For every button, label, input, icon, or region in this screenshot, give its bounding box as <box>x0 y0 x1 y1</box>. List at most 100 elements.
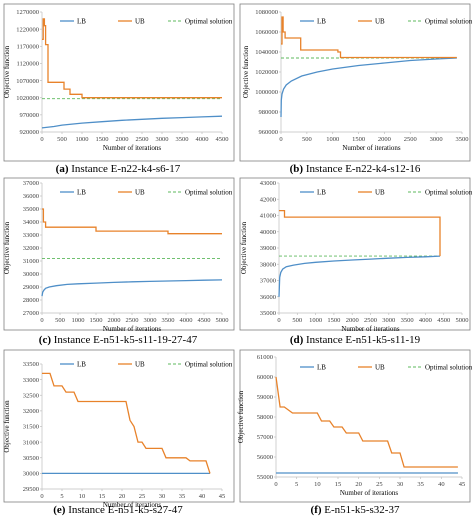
y-tick-label: 57000 <box>257 434 273 441</box>
y-tick-label: 1040000 <box>255 49 278 56</box>
y-tick-label: 61000 <box>257 354 273 361</box>
legend: LB UB Optimal solution <box>300 18 473 26</box>
x-tick-label: 0 <box>277 317 280 324</box>
x-tick-label: 1000 <box>309 317 322 324</box>
x-tick-label: 45 <box>459 481 466 488</box>
x-tick-label: 0 <box>40 317 43 324</box>
panel-frame <box>239 177 471 331</box>
legend-label-opt: Optimal solution <box>425 189 473 197</box>
y-tick-label: 37000 <box>260 278 276 285</box>
y-tick-label: 36000 <box>260 294 276 301</box>
x-axis-label: Number of iterations <box>341 325 400 333</box>
panel-caption-text: Instance E-n51-k5-s27-47 <box>65 504 183 516</box>
legend-label-lb: LB <box>317 189 326 197</box>
x-tick-label: 35 <box>179 493 186 500</box>
y-tick-label: 30500 <box>23 455 39 462</box>
series-ub-line <box>42 208 222 235</box>
y-tick-label: 28000 <box>23 297 39 304</box>
x-tick-label: 2000 <box>346 317 359 324</box>
chart-panel-1: 920000 970000 1020000 1070000 1120000 1170000… <box>3 3 235 175</box>
x-tick-label: 1500 <box>327 317 340 324</box>
y-axis-label: Objective function <box>240 221 248 274</box>
x-tick-label: 500 <box>292 317 302 324</box>
panel-caption: (e) Instance E-n51-k5-s27-47 <box>53 504 183 516</box>
x-tick-label: 40 <box>438 481 445 488</box>
y-tick-label: 1020000 <box>255 69 278 76</box>
legend-label-ub: UB <box>135 18 145 26</box>
x-tick-label: 3500 <box>456 136 469 143</box>
y-tick-label: 41000 <box>260 213 276 220</box>
y-tick-label: 43000 <box>260 180 276 187</box>
legend: LB UB Optimal solution <box>60 361 233 369</box>
legend-label-lb: LB <box>317 364 326 372</box>
panel-caption-id: (a) <box>56 163 69 175</box>
legend: LB UB Optimal solution <box>300 364 473 372</box>
chart-panel-3: 2700028000290003000031000320003300034000… <box>3 177 235 346</box>
y-tick-label: 38000 <box>260 261 276 268</box>
panel-frame <box>239 3 471 162</box>
chart-panel-2: 960000 980000 1000000 1020000 1040000 1060000… <box>239 3 473 175</box>
x-tick-label: 0 <box>40 493 43 500</box>
x-axis-label: Number of iterations <box>103 501 162 509</box>
x-tick-label: 40 <box>199 493 206 500</box>
x-tick-label: 2500 <box>364 317 377 324</box>
x-tick-label: 25 <box>139 493 146 500</box>
x-axis-label: Number of iterations <box>103 325 162 333</box>
x-tick-label: 4000 <box>196 136 209 143</box>
y-tick-label: 1220000 <box>16 26 39 33</box>
y-tick-label: 40000 <box>260 229 276 236</box>
y-tick-label: 30000 <box>23 271 39 278</box>
x-tick-label: 2000 <box>116 136 129 143</box>
y-tick-label: 1000000 <box>255 89 278 96</box>
x-tick-label: 2000 <box>378 136 391 143</box>
panel-caption-id: (f) <box>311 504 322 516</box>
panel-frame <box>3 349 235 503</box>
legend-label-opt: Optimal solution <box>185 18 233 26</box>
y-tick-label: 32500 <box>23 392 39 399</box>
series-lb-line <box>280 57 457 118</box>
chart-panel-4: 3500036000370003800039000400004100042000… <box>239 177 473 346</box>
x-tick-label: 3000 <box>156 136 169 143</box>
x-tick-label: 3500 <box>176 136 189 143</box>
legend-label-lb: LB <box>77 361 86 369</box>
x-tick-label: 3000 <box>144 317 157 324</box>
x-tick-label: 5 <box>295 481 298 488</box>
y-tick-label: 27000 <box>23 310 39 317</box>
x-tick-label: 4000 <box>180 317 193 324</box>
y-tick-label: 36000 <box>23 193 39 200</box>
y-tick-label: 55000 <box>257 474 273 481</box>
x-tick-label: 3000 <box>430 136 443 143</box>
x-tick-label: 1500 <box>90 317 103 324</box>
panel-caption-text: Instance E-n51-k5-s11-19 <box>303 334 420 346</box>
panel-caption-text: Instance E-n22-k4-s12-16 <box>303 163 421 175</box>
x-tick-label: 1500 <box>96 136 109 143</box>
y-tick-label: 29500 <box>23 486 39 493</box>
panel-caption-id: (d) <box>290 334 304 346</box>
x-tick-label: 2500 <box>126 317 139 324</box>
panel-caption-text: E-n51-k5-s32-37 <box>322 504 400 516</box>
x-tick-label: 25 <box>376 481 383 488</box>
x-tick-label: 20 <box>119 493 126 500</box>
panel-frame <box>239 349 471 503</box>
y-tick-label: 960000 <box>259 129 279 136</box>
y-tick-label: 1020000 <box>16 95 39 102</box>
series-ub-line <box>279 209 441 257</box>
y-tick-label: 1070000 <box>16 78 39 85</box>
y-tick-label: 35000 <box>23 206 39 213</box>
series-ub-line <box>281 16 457 59</box>
legend-label-lb: LB <box>77 189 86 197</box>
series-lb-line <box>278 255 441 297</box>
panel-caption: (c) Instance E-n51-k5-s11-19-27-47 <box>39 334 198 346</box>
x-tick-label: 1000 <box>326 136 339 143</box>
legend-label-ub: UB <box>375 189 385 197</box>
y-axis-label: Objective function <box>3 45 11 98</box>
y-tick-label: 1080000 <box>255 9 278 16</box>
legend-label-ub: UB <box>135 361 145 369</box>
y-tick-label: 33000 <box>23 232 39 239</box>
x-tick-label: 20 <box>355 481 362 488</box>
x-tick-label: 10 <box>79 493 86 500</box>
legend-label-opt: Optimal solution <box>185 361 233 369</box>
x-tick-label: 4500 <box>437 317 450 324</box>
x-tick-label: 2500 <box>136 136 149 143</box>
